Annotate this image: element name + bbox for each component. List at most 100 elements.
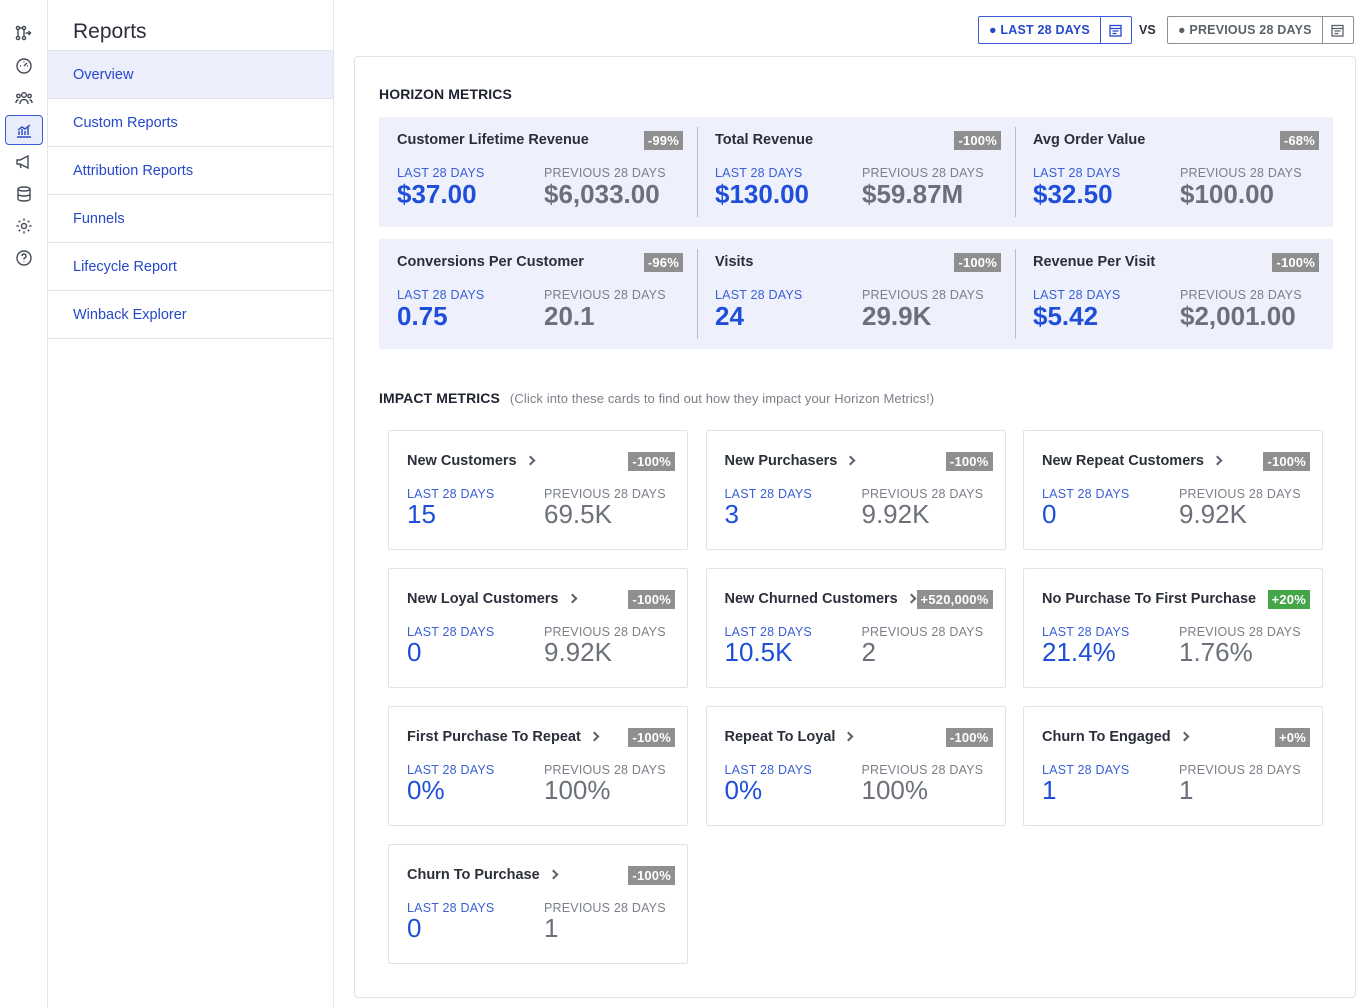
- current-period-label: LAST 28 DAYS: [407, 487, 495, 501]
- impact-card-new-purchasers[interactable]: New Purchasers -100% LAST 28 DAYS PREVIOUS …: [705, 430, 1006, 550]
- current-range-selector[interactable]: ● LAST 28 DAYS: [978, 16, 1132, 44]
- metric-title: Customer Lifetime Revenue: [397, 132, 589, 148]
- change-badge: -100%: [1272, 253, 1319, 272]
- metric-title-text: No Purchase To First Purchase: [1042, 591, 1257, 607]
- horizon-metric-customer-lifetime-revenue: Customer Lifetime Revenue -99% LAST 28 DAY…: [379, 117, 697, 227]
- metric-title: Visits: [715, 254, 754, 270]
- previous-period-label: PREVIOUS 28 DAYS: [544, 625, 666, 639]
- reports-chart-icon[interactable]: [5, 115, 43, 145]
- previous-period-label: PREVIOUS 28 DAYS: [1180, 288, 1302, 302]
- current-period-label: LAST 28 DAYS: [1042, 487, 1130, 501]
- previous-period-label: PREVIOUS 28 DAYS: [862, 288, 984, 302]
- metric-title-text: Churn To Purchase: [407, 867, 540, 883]
- current-value: 0: [407, 913, 422, 943]
- metric-title: First Purchase To Repeat: [407, 729, 600, 745]
- current-value: 0: [407, 637, 422, 667]
- chevron-right-icon: [525, 455, 536, 466]
- previous-value: 9.92K: [544, 637, 612, 667]
- metric-title: Churn To Engaged: [1042, 729, 1190, 745]
- current-range-label[interactable]: ● LAST 28 DAYS: [989, 23, 1090, 37]
- calendar-icon[interactable]: [1321, 17, 1353, 43]
- current-value: 0: [1042, 499, 1057, 529]
- subnav-title: Reports: [73, 20, 147, 43]
- current-period-label: LAST 28 DAYS: [1033, 166, 1121, 180]
- previous-range-selector[interactable]: ● PREVIOUS 28 DAYS: [1167, 16, 1354, 44]
- settings-gear-icon[interactable]: [5, 211, 43, 241]
- metric-title: Revenue Per Visit: [1033, 254, 1156, 270]
- current-period-label: LAST 28 DAYS: [715, 288, 803, 302]
- subnav-item-winback-explorer[interactable]: Winback Explorer: [48, 291, 333, 339]
- impact-card-new-churned-customers[interactable]: New Churned Customers +520,000% LAST 28 DA…: [705, 568, 1006, 688]
- current-period-label: LAST 28 DAYS: [407, 625, 495, 639]
- current-period-label: LAST 28 DAYS: [397, 288, 485, 302]
- chevron-right-icon: [567, 593, 577, 604]
- previous-value: 69.5K: [544, 499, 612, 529]
- horizon-metrics-row: Conversions Per Customer -96% LAST 28 DAYS…: [379, 239, 1333, 349]
- subnav-item-funnels[interactable]: Funnels: [48, 195, 333, 243]
- current-value: 1: [1042, 775, 1057, 805]
- audience-icon[interactable]: [5, 83, 43, 113]
- horizon-metric-visits: Visits -100% LAST 28 DAYS PREVIOUS 28 DAYS 2…: [697, 239, 1015, 349]
- dashboard-gauge-icon[interactable]: [5, 51, 43, 81]
- current-value: 0.75: [397, 301, 448, 331]
- subnav-list: Overview Custom Reports Attribution Repo…: [48, 50, 333, 339]
- impact-card-no-purchase-to-first-purchase[interactable]: No Purchase To First Purchase +20% LAST 28…: [1023, 568, 1323, 688]
- campaigns-megaphone-icon[interactable]: [5, 147, 43, 177]
- previous-period-label: PREVIOUS 28 DAYS: [544, 166, 666, 180]
- current-value: $37.00: [397, 179, 477, 209]
- change-badge: -100%: [1263, 452, 1310, 471]
- subnav-item-overview[interactable]: Overview: [48, 51, 333, 99]
- current-value: 0%: [724, 775, 763, 805]
- impact-card-new-customers[interactable]: New Customers -100% LAST 28 DAYS PREVIOUS 2…: [388, 430, 688, 550]
- subnav-item-custom-reports[interactable]: Custom Reports: [48, 99, 333, 147]
- previous-value: 2: [861, 637, 876, 667]
- previous-value: 9.92K: [861, 499, 930, 529]
- subnav-item-lifecycle-report[interactable]: Lifecycle Report: [48, 243, 333, 291]
- previous-value: 1: [1179, 775, 1194, 805]
- previous-period-label: PREVIOUS 28 DAYS: [861, 487, 984, 501]
- metric-title: New Repeat Customers: [1042, 453, 1223, 469]
- change-badge: -96%: [643, 253, 683, 272]
- impact-card-new-loyal-customers[interactable]: New Loyal Customers -100% LAST 28 DAYS PREV…: [388, 568, 688, 688]
- impact-card-churn-to-purchase[interactable]: Churn To Purchase -100% LAST 28 DAYS PREVIO…: [388, 844, 688, 964]
- previous-period-label: PREVIOUS 28 DAYS: [544, 288, 666, 302]
- chevron-right-icon: [845, 455, 856, 466]
- previous-value: 100%: [861, 775, 929, 805]
- metric-title-text: New Purchasers: [724, 453, 838, 469]
- icon-rail: [0, 0, 48, 1008]
- current-period-label: LAST 28 DAYS: [407, 763, 495, 777]
- current-period-label: LAST 28 DAYS: [724, 487, 812, 501]
- impact-card-churn-to-engaged[interactable]: Churn To Engaged +0% LAST 28 DAYS PREVIOUS …: [1023, 706, 1323, 826]
- current-value: 0%: [407, 775, 445, 805]
- current-value: $5.42: [1033, 301, 1099, 331]
- metric-title: New Churned Customers: [725, 591, 917, 607]
- metrics-panel: HORIZON METRICS Customer Lifetime Revenu…: [354, 56, 1356, 998]
- change-badge: -100%: [954, 131, 1001, 150]
- change-badge: +520,000%: [916, 590, 993, 609]
- previous-period-label: PREVIOUS 28 DAYS: [1179, 487, 1301, 501]
- change-badge: -100%: [945, 452, 993, 471]
- calendar-icon[interactable]: [1099, 17, 1131, 43]
- impact-card-first-purchase-to-repeat[interactable]: First Purchase To Repeat -100% LAST 28 DAY…: [388, 706, 688, 826]
- chevron-right-icon: [548, 869, 559, 880]
- impact-card-repeat-to-loyal[interactable]: Repeat To Loyal -100% LAST 28 DAYS PREVIOUS…: [705, 706, 1006, 826]
- impact-card-new-repeat-customers[interactable]: New Repeat Customers -100% LAST 28 DAYS PRE…: [1023, 430, 1323, 550]
- metric-title-text: New Repeat Customers: [1042, 453, 1204, 469]
- impact-metrics-hint: (Click into these cards to find out how …: [509, 391, 935, 406]
- subnav-item-attribution-reports[interactable]: Attribution Reports: [48, 147, 333, 195]
- help-icon[interactable]: [5, 243, 43, 273]
- current-value: 10.5K: [724, 637, 793, 667]
- previous-range-label[interactable]: ● PREVIOUS 28 DAYS: [1178, 23, 1312, 37]
- previous-value: 1.76%: [1179, 637, 1253, 667]
- horizon-metrics-row: Customer Lifetime Revenue -99% LAST 28 DAY…: [379, 117, 1333, 227]
- change-badge: -100%: [628, 866, 675, 885]
- current-period-label: LAST 28 DAYS: [1042, 625, 1130, 639]
- data-database-icon[interactable]: [5, 179, 43, 209]
- flows-icon[interactable]: [5, 18, 43, 48]
- previous-value: 20.1: [544, 301, 595, 331]
- previous-value: 100%: [544, 775, 611, 805]
- current-period-label: LAST 28 DAYS: [407, 901, 495, 915]
- current-period-label: LAST 28 DAYS: [724, 625, 812, 639]
- change-badge: -100%: [628, 452, 675, 471]
